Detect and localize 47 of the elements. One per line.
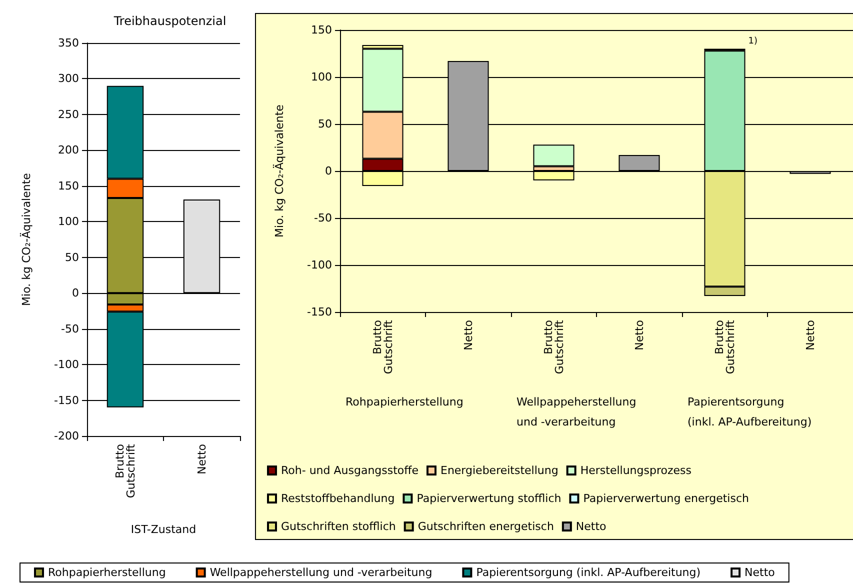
legend-label: Netto [744, 566, 776, 579]
text: Rohpapierherstellung [346, 396, 464, 408]
y-tick-label: -100 [307, 258, 332, 272]
y-tick-label: -150 [54, 394, 79, 407]
y-tick-label: 50 [318, 118, 332, 130]
y-tick-label: 150 [311, 24, 332, 36]
x-tick-label: Netto [632, 320, 646, 350]
legend-label: Papierentsorgung (inkl. AP-Aufbereitung) [476, 566, 701, 579]
legend-label: Rohpapierherstellung [48, 566, 166, 579]
y-tick-label: 350 [58, 36, 79, 50]
y-tick-label: 300 [58, 72, 79, 86]
y-tick-label: -200 [54, 430, 79, 442]
y-tick-label: 150 [58, 179, 79, 192]
y-axis-title: Mio. kg CO₂-Äquivalente [19, 172, 33, 306]
legend-label: Roh- und Ausgangsstoffe [281, 464, 419, 477]
text: Papierentsorgung (inkl. AP-Aufbereitung) [688, 396, 812, 428]
x-tick-label: Brutto Gutschrift [370, 319, 395, 374]
legend-label: Gutschriften energetisch [418, 520, 554, 533]
x-tick-label: Brutto Gutschrift [542, 319, 566, 374]
y-tick-label: 100 [58, 215, 79, 228]
y-tick-label: 100 [311, 70, 332, 84]
legend-label: Wellpappeherstellung und -verarbeitung [210, 566, 432, 579]
x-axis-title: IST-Zustand [130, 523, 196, 536]
y-tick-label: 0 [72, 286, 79, 300]
text: Wellpappeherstellung und -verarbeitung [516, 396, 636, 428]
y-tick-label: 0 [325, 164, 332, 178]
legend-label: Energiebereitstellung [440, 464, 558, 477]
legend-label: Papierverwertung stofflich [416, 492, 562, 505]
legend-label: Netto [576, 520, 607, 533]
legend-label: Herstellungsprozess [580, 464, 692, 477]
y-axis-title: Mio. kg CO₂-Äquivalente [272, 104, 286, 238]
legend-label: Papierverwertung energetisch [583, 492, 749, 505]
x-tick-label: Netto [462, 320, 475, 350]
chart-title: Treibhauspotenzial [112, 14, 226, 28]
legend-label: Gutschriften stofflich [281, 520, 396, 533]
legend-label: Reststoffbehandlung [281, 492, 395, 505]
y-tick-label: 50 [65, 250, 79, 264]
y-tick-label: -50 [314, 212, 332, 224]
annotation: 1) [748, 36, 758, 46]
y-tick-label: -150 [307, 306, 332, 318]
y-tick-label: -50 [61, 322, 79, 336]
y-tick-label: 200 [58, 144, 79, 157]
x-tick-label: Netto [804, 320, 817, 350]
x-tick-label: Brutto Gutschrift [712, 319, 737, 374]
y-tick-label: 250 [58, 108, 79, 121]
x-tick-label: Brutto Gutschrift [113, 443, 138, 498]
y-tick-label: -100 [54, 358, 79, 372]
